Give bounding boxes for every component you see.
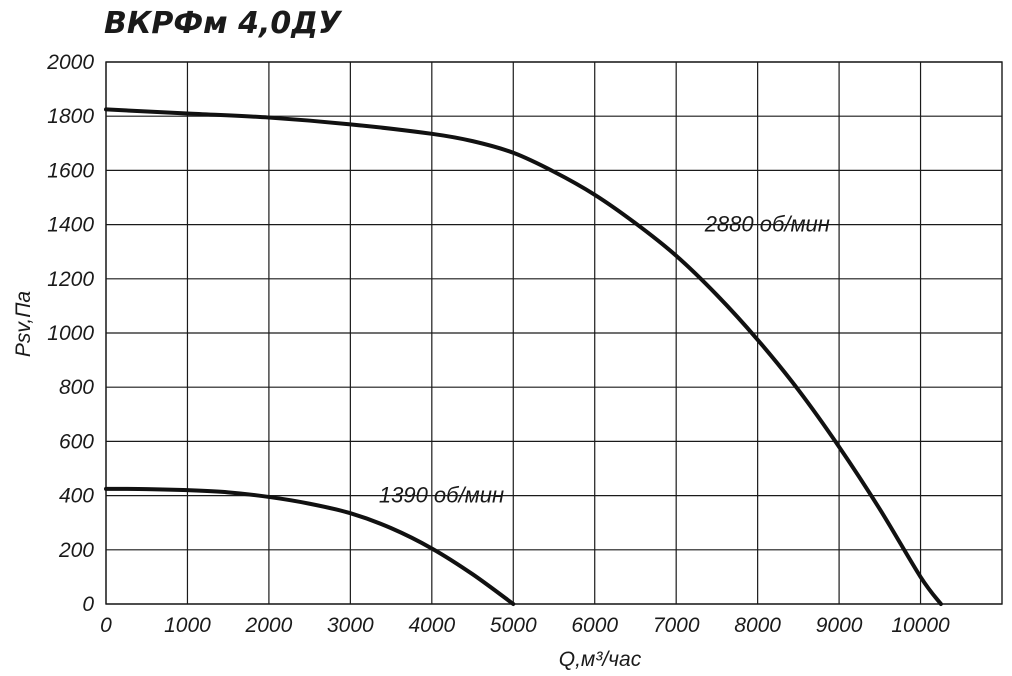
x-tick-label: 8000	[734, 614, 781, 637]
series-layer	[104, 107, 943, 606]
y-tick-label: 1800	[47, 105, 94, 128]
y-tick-label: 600	[59, 430, 94, 453]
x-axis-label: Q,м³/час	[559, 648, 642, 671]
y-tick-label: 1200	[47, 268, 94, 291]
y-tick-label: 2000	[46, 51, 94, 74]
y-tick-label: 1400	[47, 214, 94, 237]
annotations: 2880 об/мин 1390 об/мин	[379, 212, 830, 508]
grid	[105, 61, 1003, 605]
x-tick-label: 9000	[816, 614, 863, 637]
x-tick-label: 1000	[164, 614, 211, 637]
y-axis-label: Psv,Па	[12, 291, 35, 357]
y-tick-label: 0	[82, 593, 94, 616]
x-tick-label: 0	[100, 614, 112, 637]
x-tick-label: 4000	[408, 614, 455, 637]
series-annotation: 1390 об/мин	[379, 483, 504, 508]
x-tick-label: 10000	[891, 614, 950, 637]
series-line-1	[104, 107, 943, 606]
y-tick-label: 1600	[47, 159, 94, 182]
plot-frame	[105, 61, 1003, 605]
x-tick-label: 6000	[571, 614, 618, 637]
x-tick-label: 2000	[245, 614, 293, 637]
y-tick-label: 800	[59, 376, 94, 399]
x-tick-label: 7000	[653, 614, 700, 637]
series-line-2	[104, 486, 516, 606]
y-tick-label: 1000	[47, 322, 94, 345]
x-tick-label: 3000	[327, 614, 374, 637]
x-tick-label: 5000	[490, 614, 537, 637]
y-tick-label: 400	[59, 485, 94, 508]
series-annotation: 2880 об/мин	[704, 212, 830, 237]
y-tick-label: 200	[58, 539, 94, 562]
chart-title: ВКРФм 4,0ДУ	[104, 6, 343, 41]
tick-labels: 0 1000 2000 3000 4000 5000 6000 7000 8000 9000 100…	[46, 51, 950, 637]
